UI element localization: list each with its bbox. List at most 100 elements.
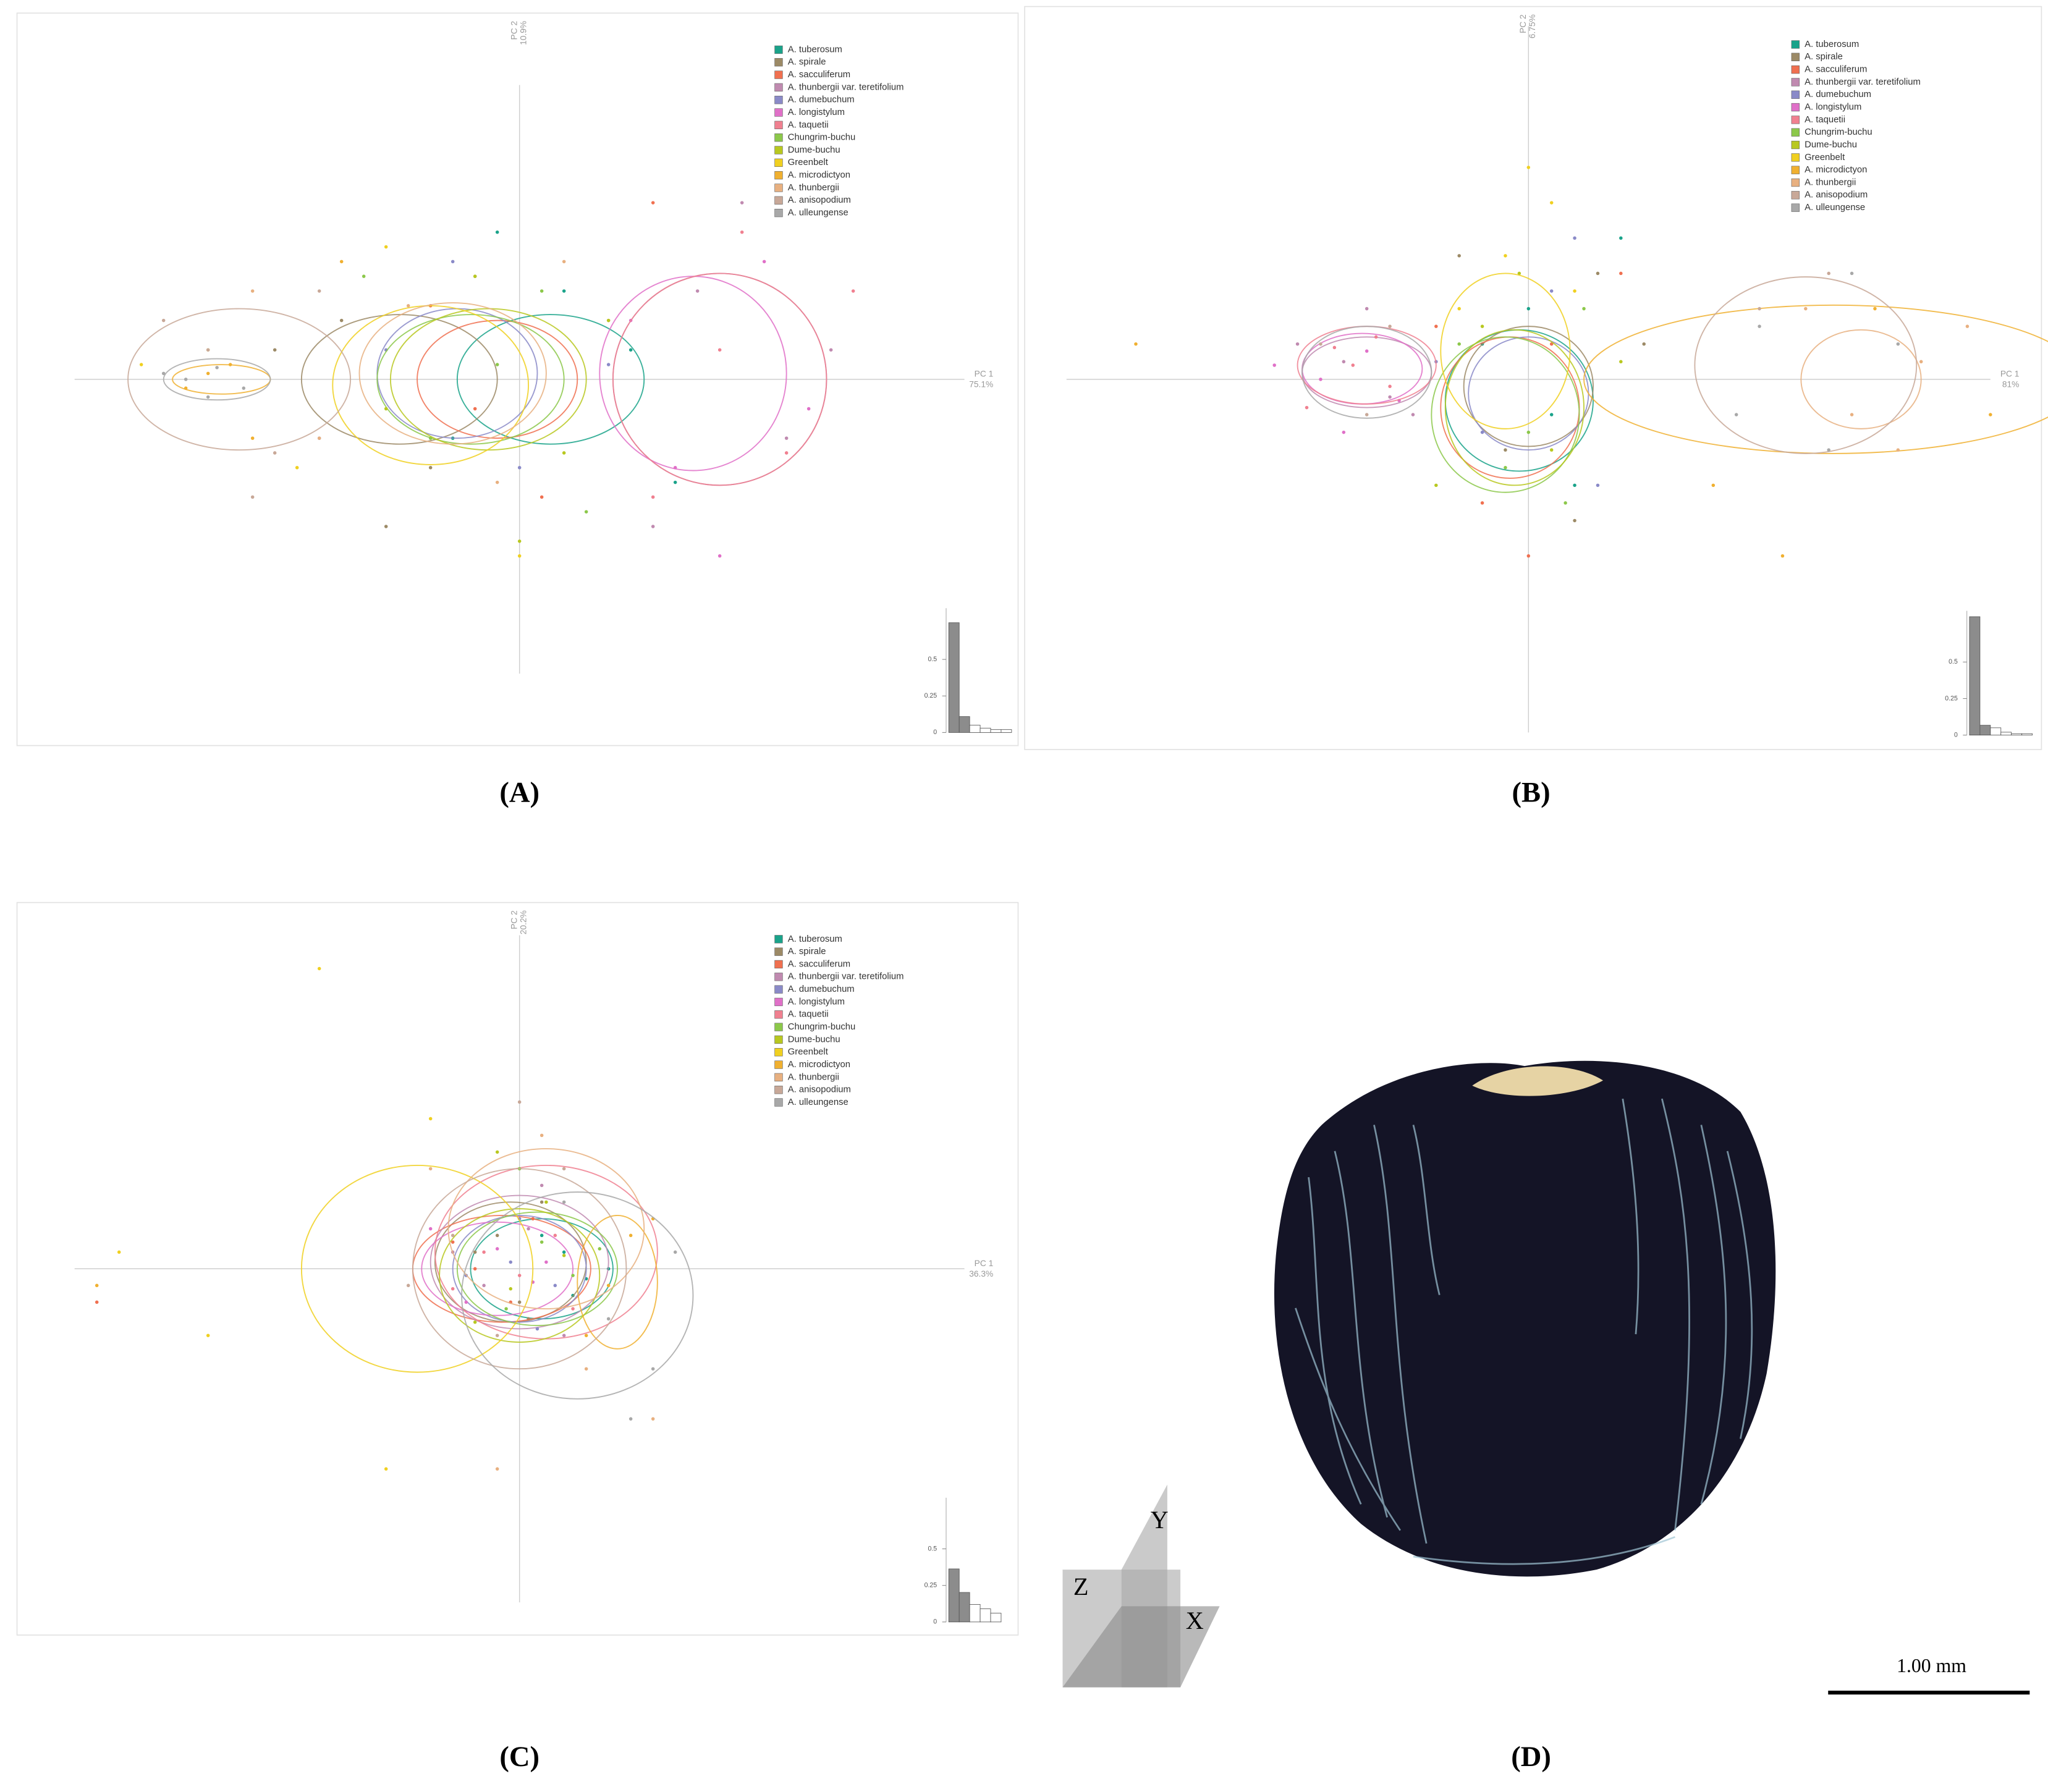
data-point [206, 1333, 210, 1337]
data-point [1332, 345, 1337, 350]
data-point [215, 366, 219, 370]
legend-label: A. sacculiferum [1805, 65, 1867, 75]
confidence-ellipse [1463, 326, 1594, 447]
data-point [428, 1227, 433, 1231]
legend-swatch [774, 947, 783, 956]
y-axis-percent: 10.9% [518, 21, 528, 45]
confidence-ellipse [1440, 273, 1571, 429]
data-point [95, 1283, 99, 1288]
legend-label: A. thunbergii [1805, 177, 1856, 187]
data-point [784, 436, 789, 440]
confidence-ellipse [300, 314, 498, 445]
legend-label: A. microdictyon [1805, 165, 1867, 175]
legend-swatch [774, 208, 783, 218]
data-point [1504, 254, 1507, 258]
legend-swatch [774, 973, 783, 981]
scree-tick-label: 0.25 [925, 1581, 937, 1589]
data-point [273, 451, 277, 455]
scree-bar [990, 1613, 1002, 1623]
data-point [1388, 384, 1392, 389]
data-point [495, 1233, 499, 1238]
scree-bar [2011, 733, 2023, 736]
data-point [406, 304, 410, 308]
legend-swatch [774, 158, 783, 167]
data-point [1526, 306, 1531, 311]
data-point [1596, 483, 1600, 488]
panel-frame [1024, 6, 2042, 750]
confidence-ellipse [429, 1194, 609, 1330]
y-axis-label: PC 2 [1518, 14, 1528, 33]
data-point [606, 1317, 611, 1321]
scree-bar [2021, 733, 2033, 736]
data-point [1457, 254, 1461, 258]
data-point [784, 451, 789, 455]
data-point [1549, 413, 1554, 416]
data-point [451, 260, 455, 264]
scree-bar [948, 622, 960, 733]
data-point [451, 1240, 455, 1244]
legend-label: A. taquetii [1805, 115, 1845, 125]
data-point [161, 371, 166, 376]
legend-label: A. thunbergii var. teretifolium [788, 972, 904, 982]
legend-label: A. spirale [788, 57, 826, 67]
legend-swatch [774, 171, 783, 180]
legend-label: A. ulleungense [788, 208, 848, 218]
confidence-ellipse [1583, 304, 2048, 454]
data-point [1573, 518, 1576, 523]
legend-swatch [774, 146, 783, 154]
data-point [495, 1333, 499, 1337]
legend-swatch [1791, 103, 1800, 112]
confidence-ellipse [1694, 276, 1918, 454]
data-point [606, 1283, 611, 1288]
data-point [1564, 501, 1567, 505]
data-point [651, 1367, 655, 1371]
data-point [95, 1300, 99, 1304]
confidence-ellipse [456, 314, 645, 445]
data-point [1965, 324, 1970, 328]
data-point [673, 1250, 677, 1254]
data-point [1319, 342, 1322, 346]
data-point [1573, 483, 1576, 488]
data-point [495, 1247, 499, 1251]
confidence-ellipse [456, 1211, 619, 1327]
scree-tick-label: 0.5 [928, 656, 937, 663]
legend-swatch [774, 1035, 783, 1044]
legend-swatch [774, 1048, 783, 1057]
data-point [1526, 430, 1531, 434]
data-point [250, 436, 255, 440]
data-point [562, 1253, 566, 1257]
panel: PC 175.1% PC 2 10.9% A. tuberosum A. spirale… [16, 12, 1019, 746]
data-point [1388, 324, 1392, 328]
data-point [1434, 483, 1438, 488]
data-point [1549, 201, 1554, 205]
data-point [527, 1227, 530, 1231]
legend-swatch [774, 985, 783, 994]
data-point [206, 348, 210, 352]
data-point [206, 395, 210, 399]
legend-label: A. sacculiferum [788, 959, 850, 969]
data-point [1804, 306, 1808, 311]
axis-icon-label: X [1186, 1607, 1204, 1634]
confidence-ellipse [577, 1214, 658, 1350]
data-point [517, 539, 522, 543]
data-point [1411, 413, 1415, 416]
data-point [1480, 324, 1484, 328]
confidence-ellipse [358, 302, 547, 445]
panel-label: (C) [499, 1741, 540, 1773]
data-point [540, 1200, 544, 1204]
data-point [562, 1167, 566, 1171]
legend-label: A. dumebuchum [788, 95, 855, 105]
data-point [495, 1150, 499, 1154]
data-point [1365, 306, 1369, 311]
data-point [504, 1307, 508, 1311]
data-point [540, 289, 544, 293]
scree-tick-label: 0 [1954, 731, 1958, 738]
data-point [1619, 360, 1623, 364]
data-point [517, 1100, 522, 1104]
scree-bar [969, 1604, 981, 1623]
legend-label: A. ulleungense [1805, 203, 1865, 213]
scree-tick-label: 0.25 [925, 692, 937, 699]
data-point [540, 1233, 544, 1238]
data-point [139, 363, 143, 366]
data-point [495, 230, 499, 234]
